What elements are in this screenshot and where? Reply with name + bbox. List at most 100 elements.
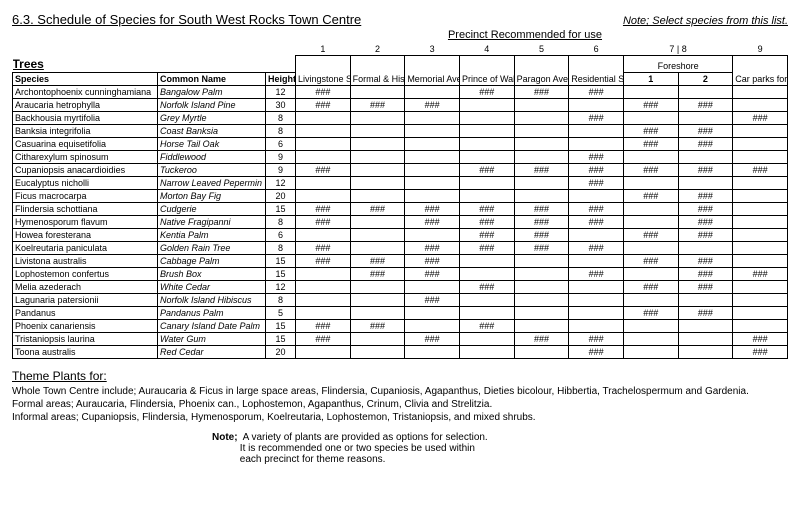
cell-precinct-6 bbox=[569, 306, 624, 319]
col-height-header: Height M bbox=[266, 72, 296, 85]
cell-precinct-8 bbox=[678, 85, 733, 98]
cell-species: Citharexylum spinosum bbox=[13, 150, 158, 163]
cell-precinct-5: ### bbox=[514, 163, 569, 176]
cell-precinct-3: ### bbox=[405, 332, 460, 345]
cell-precinct-7 bbox=[623, 215, 678, 228]
cell-precinct-5 bbox=[514, 150, 569, 163]
cell-species: Araucaria hetrophylla bbox=[13, 98, 158, 111]
cell-precinct-1 bbox=[296, 111, 351, 124]
col-name-9: Car parks for DCP bbox=[733, 56, 788, 86]
cell-height: 15 bbox=[266, 267, 296, 280]
cell-precinct-3: ### bbox=[405, 293, 460, 306]
cell-species: Banksia integrifolia bbox=[13, 124, 158, 137]
cell-precinct-3 bbox=[405, 319, 460, 332]
cell-precinct-6: ### bbox=[569, 345, 624, 358]
cell-species: Casuarina equisetifolia bbox=[13, 137, 158, 150]
cell-precinct-9 bbox=[733, 319, 788, 332]
cell-precinct-3 bbox=[405, 85, 460, 98]
cell-height: 8 bbox=[266, 241, 296, 254]
footer-note-2: It is recommended one or two species be … bbox=[240, 443, 475, 454]
cell-precinct-8: ### bbox=[678, 228, 733, 241]
col-num-2: 2 bbox=[350, 43, 405, 56]
cell-precinct-3 bbox=[405, 137, 460, 150]
cell-precinct-5 bbox=[514, 137, 569, 150]
cell-common: Water Gum bbox=[158, 332, 266, 345]
cell-precinct-6 bbox=[569, 293, 624, 306]
cell-common: Brush Box bbox=[158, 267, 266, 280]
cell-precinct-2: ### bbox=[350, 254, 405, 267]
cell-species: Tristaniopsis laurina bbox=[13, 332, 158, 345]
cell-height: 8 bbox=[266, 293, 296, 306]
cell-precinct-4 bbox=[459, 111, 514, 124]
cell-species: Koelreutaria paniculata bbox=[13, 241, 158, 254]
cell-precinct-4: ### bbox=[459, 163, 514, 176]
cell-species: Lagunaria patersionii bbox=[13, 293, 158, 306]
cell-species: Archontophoenix cunninghamiana bbox=[13, 85, 158, 98]
cell-precinct-8: ### bbox=[678, 189, 733, 202]
cell-species: Lophostemon confertus bbox=[13, 267, 158, 280]
cell-precinct-8 bbox=[678, 319, 733, 332]
cell-precinct-7 bbox=[623, 111, 678, 124]
cell-common: Norfolk Island Hibiscus bbox=[158, 293, 266, 306]
cell-precinct-4: ### bbox=[459, 241, 514, 254]
cell-precinct-1: ### bbox=[296, 215, 351, 228]
col-common-header: Common Name bbox=[158, 72, 266, 85]
cell-precinct-2 bbox=[350, 293, 405, 306]
cell-precinct-6 bbox=[569, 137, 624, 150]
footer-note-label: Note; bbox=[212, 432, 238, 443]
cell-precinct-3 bbox=[405, 163, 460, 176]
table-row: Citharexylum spinosumFiddlewood9### bbox=[13, 150, 788, 163]
cell-precinct-9 bbox=[733, 241, 788, 254]
cell-precinct-6: ### bbox=[569, 241, 624, 254]
cell-common: Canary Island Date Palm bbox=[158, 319, 266, 332]
trees-label: Trees bbox=[13, 56, 158, 73]
cell-precinct-5 bbox=[514, 98, 569, 111]
table-row: Livistona australisCabbage Palm15#######… bbox=[13, 254, 788, 267]
cell-precinct-3 bbox=[405, 228, 460, 241]
cell-precinct-3 bbox=[405, 111, 460, 124]
cell-precinct-9 bbox=[733, 254, 788, 267]
cell-precinct-4: ### bbox=[459, 215, 514, 228]
cell-precinct-6: ### bbox=[569, 150, 624, 163]
cell-precinct-2 bbox=[350, 137, 405, 150]
cell-precinct-8 bbox=[678, 345, 733, 358]
cell-precinct-5 bbox=[514, 176, 569, 189]
cell-species: Melia azederach bbox=[13, 280, 158, 293]
cell-precinct-2 bbox=[350, 306, 405, 319]
cell-precinct-2 bbox=[350, 124, 405, 137]
table-row: Melia azederachWhite Cedar12######### bbox=[13, 280, 788, 293]
cell-common: Norfolk Island Pine bbox=[158, 98, 266, 111]
cell-precinct-1: ### bbox=[296, 85, 351, 98]
cell-precinct-5: ### bbox=[514, 202, 569, 215]
col-num-5: 5 bbox=[514, 43, 569, 56]
cell-precinct-2 bbox=[350, 150, 405, 163]
cell-precinct-8: ### bbox=[678, 267, 733, 280]
cell-precinct-1: ### bbox=[296, 254, 351, 267]
table-row: Lagunaria patersioniiNorfolk Island Hibi… bbox=[13, 293, 788, 306]
cell-precinct-8: ### bbox=[678, 202, 733, 215]
cell-precinct-7 bbox=[623, 150, 678, 163]
cell-precinct-1 bbox=[296, 176, 351, 189]
cell-precinct-9 bbox=[733, 280, 788, 293]
cell-precinct-7: ### bbox=[623, 163, 678, 176]
cell-precinct-4: ### bbox=[459, 202, 514, 215]
cell-common: Tuckeroo bbox=[158, 163, 266, 176]
cell-precinct-9 bbox=[733, 124, 788, 137]
cell-precinct-8 bbox=[678, 332, 733, 345]
cell-precinct-1: ### bbox=[296, 163, 351, 176]
cell-precinct-6: ### bbox=[569, 202, 624, 215]
cell-precinct-8: ### bbox=[678, 215, 733, 228]
cell-precinct-5 bbox=[514, 111, 569, 124]
col-num-3: 3 bbox=[405, 43, 460, 56]
cell-precinct-9: ### bbox=[733, 163, 788, 176]
cell-height: 8 bbox=[266, 111, 296, 124]
cell-species: Phoenix canariensis bbox=[13, 319, 158, 332]
cell-height: 9 bbox=[266, 163, 296, 176]
cell-precinct-1 bbox=[296, 189, 351, 202]
cell-precinct-5: ### bbox=[514, 228, 569, 241]
cell-precinct-9: ### bbox=[733, 345, 788, 358]
cell-common: White Cedar bbox=[158, 280, 266, 293]
cell-precinct-1 bbox=[296, 124, 351, 137]
cell-precinct-2 bbox=[350, 345, 405, 358]
cell-precinct-7 bbox=[623, 332, 678, 345]
